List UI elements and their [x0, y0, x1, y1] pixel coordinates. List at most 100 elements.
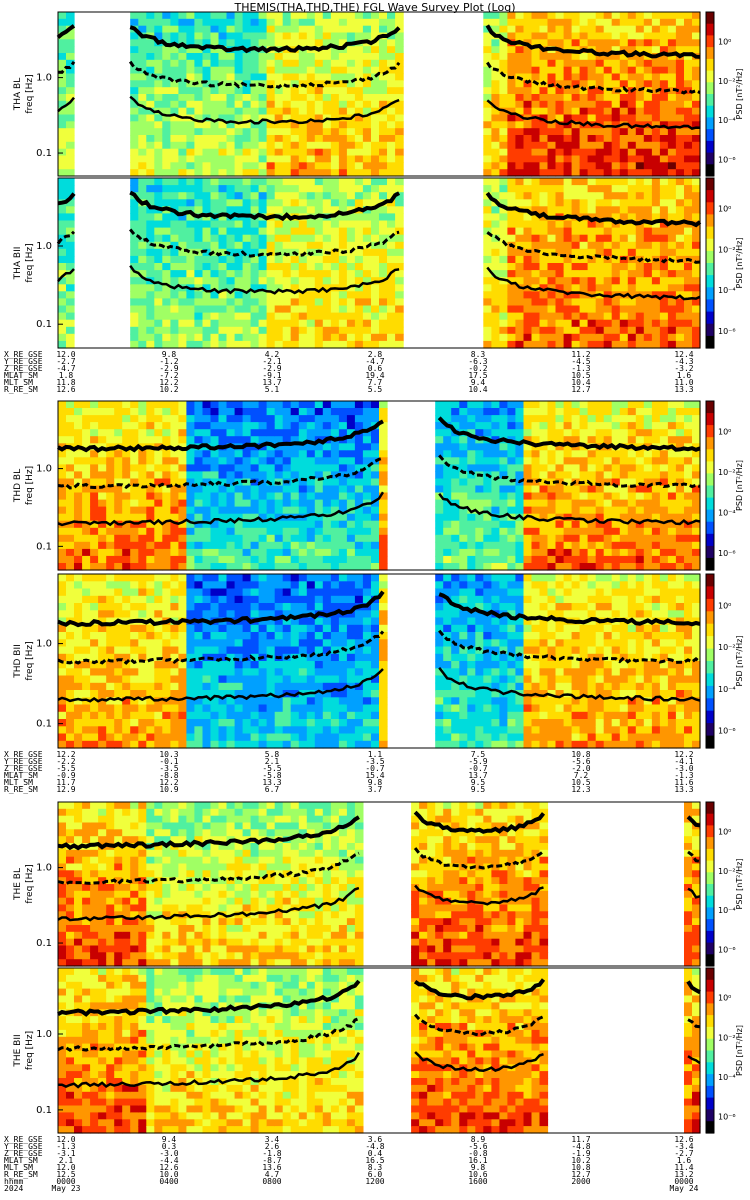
spectrogram-cell: [627, 128, 637, 136]
spectrogram-cell: [226, 305, 236, 314]
spectrogram-cell: [58, 270, 67, 278]
spectrogram-cell: [186, 227, 195, 236]
spectrogram-cell: [435, 534, 444, 543]
spectrogram-cell: [354, 408, 364, 416]
spectrogram-cell: [306, 422, 316, 430]
colorbar-tick-label: 10⁻⁴: [718, 286, 736, 295]
spectrogram-cell: [346, 326, 356, 335]
spectrogram-cell: [146, 457, 155, 465]
spectrogram-cell: [282, 220, 292, 229]
spectrogram-cell: [130, 80, 139, 88]
spectrogram-cell: [242, 305, 252, 314]
spectrogram-cell: [274, 555, 284, 564]
spectrogram-cell: [194, 457, 203, 465]
spectrogram-cell: [202, 66, 212, 75]
spectrogram-cell: [379, 185, 388, 193]
spectrogram-cell: [507, 255, 516, 264]
spectrogram-cell: [258, 162, 268, 170]
spectrogram-cell: [226, 471, 236, 479]
spectrogram-cell: [266, 422, 276, 430]
spectrogram-cell: [371, 178, 380, 186]
spectrogram-cell: [330, 141, 340, 150]
spectrogram-cell: [667, 248, 677, 257]
spectrogram-cell: [314, 429, 324, 437]
spectrogram-cell: [290, 73, 300, 81]
spectrogram-cell: [515, 520, 524, 529]
spectrogram-cell: [186, 100, 195, 109]
spectrogram-cell: [354, 506, 364, 515]
spectrogram-cell: [555, 478, 565, 487]
spectrogram-cell: [210, 53, 220, 61]
spectrogram-cell: [531, 162, 541, 170]
spectrogram-cell: [274, 87, 284, 95]
spectrogram-cell: [667, 333, 677, 342]
spectrogram-cell: [346, 25, 356, 34]
spectrogram-cell: [282, 255, 292, 264]
spectrogram-cell: [66, 234, 75, 243]
spectrogram-cell: [643, 169, 653, 177]
spectrogram-cell: [619, 422, 629, 430]
spectrogram-cell: [170, 298, 179, 307]
colorbar-tick-label: 10⁻⁶: [718, 549, 736, 558]
colorbar-step: [706, 238, 714, 252]
spectrogram-cell: [587, 471, 597, 479]
spectrogram-cell: [483, 499, 492, 508]
spectrogram-cell: [587, 333, 597, 342]
spectrogram-cell: [82, 408, 91, 416]
spectrogram-cell: [635, 270, 645, 278]
spectrogram-cell: [531, 408, 541, 416]
spectrogram-cell: [627, 333, 637, 342]
spectrogram-cell: [467, 492, 476, 501]
spectrogram-cell: [58, 610, 67, 619]
spectrogram-cell: [202, 12, 212, 20]
spectrogram-cell: [371, 227, 380, 236]
spectrogram-cell: [226, 263, 236, 271]
spectrogram-cell: [635, 46, 645, 54]
spectrogram-cell: [354, 326, 364, 335]
spectrogram-cell: [122, 450, 131, 458]
spectrogram-cell: [667, 270, 677, 278]
spectrogram-cell: [122, 548, 131, 557]
spectrogram-cell: [579, 18, 589, 27]
spectrogram-cell: [90, 478, 99, 487]
spectrogram-cell: [322, 408, 332, 416]
spectrogram-cell: [258, 18, 268, 27]
spectrogram-cell: [603, 457, 613, 465]
spectrogram-cell: [579, 107, 589, 116]
spectrogram-cell: [330, 178, 340, 186]
panel-ylabel: freq [Hz]: [25, 74, 35, 113]
spectrogram-cell: [515, 227, 524, 236]
spectrogram-cell: [603, 220, 613, 229]
frequency-curves: [56, 24, 701, 130]
spectrogram-cell: [250, 155, 260, 163]
spectrogram-cell: [692, 227, 701, 236]
spectrogram-cell: [483, 319, 492, 328]
spectrogram-cell: [667, 169, 677, 177]
spectrogram-cell: [234, 464, 244, 472]
spectrogram-cell: [306, 263, 316, 271]
spectrogram-cell: [258, 485, 268, 494]
spectrogram-cell: [210, 298, 220, 307]
spectrogram-cell: [515, 94, 524, 102]
spectrogram-cell: [507, 141, 516, 150]
spectrogram-cell: [98, 513, 107, 522]
spectrogram-cell: [194, 100, 203, 109]
spectrogram-cell: [579, 39, 589, 47]
spectrogram-cell: [635, 80, 645, 88]
spectrogram-cell: [507, 155, 516, 163]
spectrogram-cell: [627, 32, 637, 40]
spectrogram-cell: [202, 471, 212, 479]
spectrogram-cell: [579, 25, 589, 34]
spectrogram-cell: [130, 220, 139, 229]
spectrogram-cell: [483, 255, 492, 264]
spectrogram-cell: [58, 450, 67, 458]
spectrogram-cell: [619, 326, 629, 335]
spectrogram-cell: [354, 520, 364, 529]
spectrogram-cell: [371, 141, 380, 150]
spectrogram-cell: [306, 471, 316, 479]
spectrogram-cell: [354, 548, 364, 557]
spectrogram-cell: [547, 227, 557, 236]
spectrogram-cell: [266, 59, 276, 68]
spectrogram-cell: [146, 555, 155, 564]
spectrogram-cell: [234, 520, 244, 529]
